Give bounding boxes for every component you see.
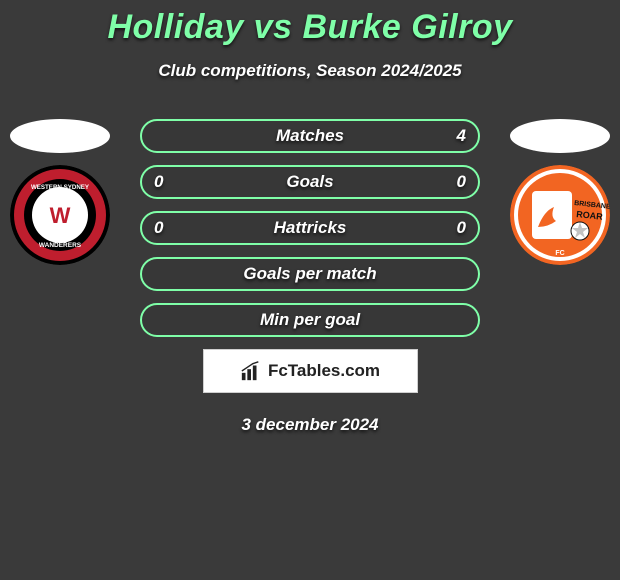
stats-table: Matches 4 0 Goals 0 0 Hattricks 0 Goals … (140, 119, 480, 337)
stat-label: Matches (276, 126, 344, 146)
snapshot-date: 3 december 2024 (0, 415, 620, 435)
stat-left-value: 0 (154, 172, 163, 192)
stat-right-value: 4 (457, 126, 466, 146)
player-left-avatar (10, 119, 110, 153)
brisbane-roar-icon: BRISBANE ROAR FC (510, 165, 610, 265)
comparison-card: Holliday vs Burke Gilroy Club competitio… (0, 0, 620, 580)
stat-row-min-per-goal: Min per goal (140, 303, 480, 337)
content-area: W WESTERN SYDNEY WANDERERS BRISBANE ROAR (0, 119, 620, 435)
player-left-slot: W WESTERN SYDNEY WANDERERS (10, 119, 110, 265)
stat-right-value: 0 (457, 172, 466, 192)
stat-label: Goals per match (243, 264, 376, 284)
stat-right-value: 0 (457, 218, 466, 238)
stat-label: Goals (286, 172, 333, 192)
page-title: Holliday vs Burke Gilroy (0, 0, 620, 47)
club-left-badge: W WESTERN SYDNEY WANDERERS (10, 165, 110, 265)
stat-row-goals-per-match: Goals per match (140, 257, 480, 291)
player-right-avatar (510, 119, 610, 153)
club-right-badge: BRISBANE ROAR FC (510, 165, 610, 265)
player-right-slot: BRISBANE ROAR FC (510, 119, 610, 265)
brand-attribution[interactable]: FcTables.com (203, 349, 418, 393)
wanderers-icon: W WESTERN SYDNEY WANDERERS (10, 165, 110, 265)
stat-row-hattricks: 0 Hattricks 0 (140, 211, 480, 245)
svg-text:WANDERERS: WANDERERS (39, 242, 82, 249)
stat-left-value: 0 (154, 218, 163, 238)
stat-row-matches: Matches 4 (140, 119, 480, 153)
stat-row-goals: 0 Goals 0 (140, 165, 480, 199)
bar-chart-icon (240, 360, 262, 382)
svg-text:W: W (50, 203, 71, 228)
season-subtitle: Club competitions, Season 2024/2025 (0, 61, 620, 81)
svg-text:FC: FC (555, 250, 564, 257)
svg-text:WESTERN SYDNEY: WESTERN SYDNEY (31, 184, 90, 191)
stat-label: Hattricks (274, 218, 347, 238)
stat-label: Min per goal (260, 310, 360, 330)
brand-label: FcTables.com (268, 361, 380, 381)
